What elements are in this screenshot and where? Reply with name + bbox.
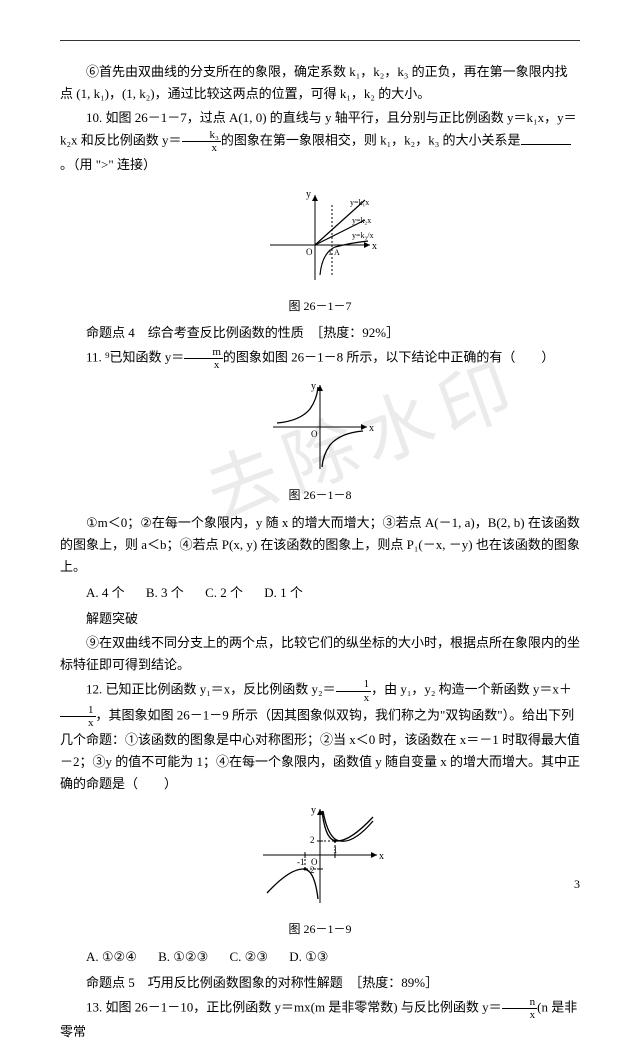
figure-26-1-9: x y O 1 -1 2 -2 <box>60 803 580 915</box>
svg-text:y=k₃/x: y=k₃/x <box>352 231 374 240</box>
q13-text-a: 13. 如图 26－1－10，正比例函数 y＝mx(m 是非零常数) 与反比例函… <box>86 999 502 1014</box>
fraction-k3x: k₃x <box>182 129 221 154</box>
option-a: A. ①②④ <box>86 949 137 964</box>
fraction-1x-2: 1x <box>60 704 96 729</box>
svg-text:-1: -1 <box>297 857 305 867</box>
figure-caption-2: 图 26－1－8 <box>60 485 580 505</box>
svg-text:A: A <box>334 248 340 257</box>
question-12: 12. 已知正比例函数 y₁＝x，反比例函数 y₂＝1x，由 y₁，y₂ 构造一… <box>60 678 580 795</box>
q11-options: A. 4 个 B. 3 个 C. 2 个 D. 1 个 <box>86 582 580 604</box>
option-a: A. 4 个 <box>86 585 125 600</box>
paragraph-6: ⑥首先由双曲线的分支所在的象限，确定系数 k₁，k₂，k₃ 的正负，再在第一象限… <box>60 61 580 105</box>
figure-26-1-8: x y O <box>60 379 580 481</box>
breakthrough-text: ⑨在双曲线不同分支上的两个点，比较它们的纵坐标的大小时，根据点所在象限内的坐标特… <box>60 632 580 676</box>
q12-text-a: 12. 已知正比例函数 y₁＝x，反比例函数 y₂＝ <box>86 682 336 697</box>
option-d: D. 1 个 <box>264 585 303 600</box>
svg-text:y: y <box>311 805 316 816</box>
svg-text:2: 2 <box>310 835 315 845</box>
q10-text-b: 的图象在第一象限相交，则 k₁，k₂，k₃ 的大小关系是 <box>221 133 521 148</box>
option-c: C. ②③ <box>230 949 268 964</box>
page-number: 3 <box>574 874 580 894</box>
fill-blank <box>521 132 571 145</box>
question-13: 13. 如图 26－1－10，正比例函数 y＝mx(m 是非零常数) 与反比例函… <box>60 996 580 1043</box>
option-b: B. 3 个 <box>146 585 184 600</box>
svg-text:O: O <box>306 247 313 257</box>
svg-text:y: y <box>311 381 316 392</box>
q11-text-b: 的图象如图 26－1－8 所示，以下结论中正确的有（ ） <box>223 350 555 365</box>
figure-26-1-7: x y O 1 A y=k₁x y=k₂x y=k₃/x <box>60 185 580 292</box>
q12-text-c: ，其图象如图 26－1－9 所示（因其图象似双钩，我们称之为"双钩函数"）。给出… <box>60 707 580 791</box>
q11-text-a: 11. ⁹已知函数 y＝ <box>86 350 184 365</box>
option-b: B. ①②③ <box>158 949 208 964</box>
top-rule <box>60 40 580 41</box>
q12-options: A. ①②④ B. ①②③ C. ②③ D. ①③ <box>86 946 580 968</box>
svg-text:O: O <box>311 429 318 439</box>
section-5-title: 命题点 5 巧用反比例函数图象的对称性解题 ［热度：89%］ <box>60 972 580 994</box>
question-11: 11. ⁹已知函数 y＝mx的图象如图 26－1－8 所示，以下结论中正确的有（… <box>60 346 580 371</box>
svg-text:y=k₂x: y=k₂x <box>352 216 371 225</box>
option-c: C. 2 个 <box>205 585 243 600</box>
fraction-1x-1: 1x <box>336 678 372 703</box>
svg-text:x: x <box>379 851 384 862</box>
svg-text:-2: -2 <box>307 865 315 875</box>
svg-text:y: y <box>306 189 311 200</box>
breakthrough-title: 解题突破 <box>60 608 580 630</box>
svg-text:y=k₁x: y=k₁x <box>350 198 369 207</box>
q12-text-b: ，由 y₁，y₂ 构造一个新函数 y＝x＋ <box>371 682 572 697</box>
section-4-title: 命题点 4 综合考查反比例函数的性质 ［热度：92%］ <box>60 322 580 344</box>
fraction-nx: nx <box>502 996 538 1021</box>
figure-caption-3: 图 26－1－9 <box>60 919 580 939</box>
svg-text:x: x <box>369 423 374 434</box>
q11-statements: ①m＜0；②在每一个象限内，y 随 x 的增大而增大；③若点 A(－1, a)，… <box>60 512 580 578</box>
q10-text-c: 。（用 ">" 连接） <box>60 157 156 172</box>
figure-caption-1: 图 26－1－7 <box>60 296 580 316</box>
question-10: 10. 如图 26－1－7，过点 A(1, 0) 的直线与 y 轴平行，且分别与… <box>60 107 580 176</box>
option-d: D. ①③ <box>289 949 328 964</box>
svg-text:1: 1 <box>328 248 332 257</box>
fraction-mx: mx <box>184 346 223 371</box>
svg-text:x: x <box>372 241 377 252</box>
